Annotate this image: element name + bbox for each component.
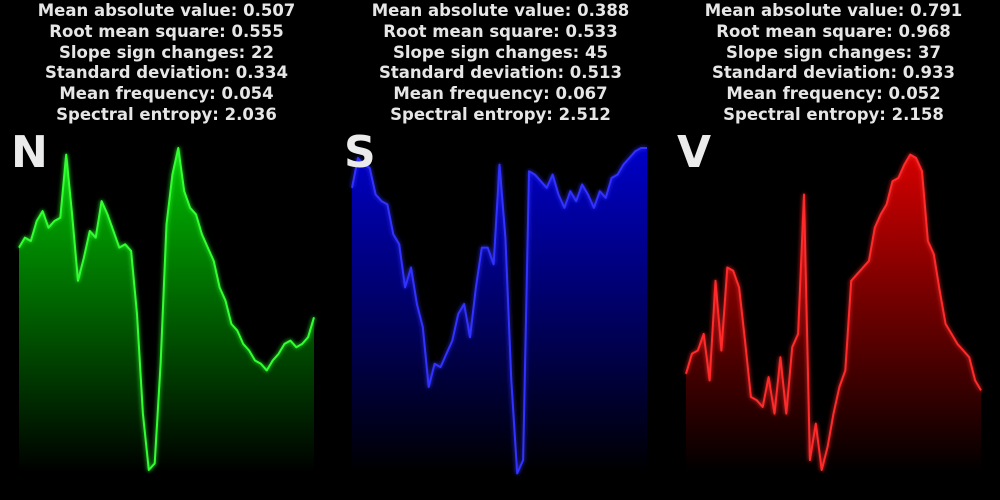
signal-area — [686, 154, 981, 472]
signal-line — [351, 147, 647, 475]
stat-value: 0.054 — [221, 84, 274, 104]
signal-area — [19, 148, 314, 472]
stat-value: 2.512 — [558, 104, 611, 124]
stat-label: Root mean square — [49, 21, 220, 41]
stat-line: Spectral entropy: 2.512 — [390, 104, 611, 124]
stat-value: 0.334 — [235, 63, 288, 83]
stat-value: 0.555 — [231, 21, 284, 41]
stat-label: Mean frequency — [726, 84, 877, 104]
signal-panel-v — [685, 153, 982, 472]
stat-line: Standard deviation: 0.513 — [378, 63, 622, 83]
stat-label: Standard deviation — [378, 63, 558, 83]
stat-value: 2.158 — [891, 104, 944, 124]
panel-label-n: N — [11, 127, 48, 178]
stat-line: Spectral entropy: 2.158 — [723, 104, 944, 124]
stat-value: 0.513 — [569, 63, 622, 83]
signal-panel-s — [351, 147, 647, 475]
stat-value: 0.052 — [888, 84, 941, 104]
stat-label: Slope sign changes — [393, 42, 573, 62]
stat-label: Mean absolute value — [37, 1, 231, 20]
stat-line: Standard deviation: 0.933 — [711, 63, 955, 83]
stat-line: Mean absolute value: 0.507 — [37, 1, 296, 20]
stat-label: Slope sign changes — [59, 42, 239, 62]
signal-line — [18, 147, 315, 471]
stat-line: Standard deviation: 0.334 — [44, 63, 288, 83]
stat-line: Mean frequency: 0.052 — [726, 84, 941, 104]
stat-label: Slope sign changes — [726, 42, 906, 62]
signal-line — [685, 153, 982, 471]
stat-label: Mean absolute value — [371, 1, 565, 20]
stat-line: Mean absolute value: 0.791 — [704, 1, 963, 20]
stat-label: Spectral entropy — [723, 104, 880, 124]
stat-label: Standard deviation — [711, 63, 891, 83]
stat-value: 45 — [585, 42, 608, 62]
stat-label: Mean frequency — [393, 84, 544, 104]
panel-label-v: V — [677, 127, 712, 178]
stat-line: Mean frequency: 0.067 — [393, 84, 608, 104]
stat-value: 0.067 — [555, 84, 608, 104]
stat-value: 0.533 — [565, 21, 618, 41]
stat-line: Slope sign changes: 37 — [726, 42, 941, 62]
stat-value: 0.933 — [902, 63, 955, 83]
stat-value: 0.791 — [910, 1, 963, 20]
stat-label: Root mean square — [716, 21, 887, 41]
stat-label: Spectral entropy — [390, 104, 547, 124]
stats-block-s: Mean absolute value: 0.388 Root mean squ… — [334, 1, 667, 126]
stat-value: 22 — [251, 42, 274, 62]
stats-block-v: Mean absolute value: 0.791 Root mean squ… — [667, 1, 1000, 126]
stat-label: Spectral entropy — [56, 104, 213, 124]
stat-line: Root mean square: 0.555 — [49, 21, 284, 41]
stat-label: Standard deviation — [44, 63, 224, 83]
panel-label-s: S — [344, 127, 376, 178]
stat-line: Mean frequency: 0.054 — [59, 84, 274, 104]
signal-area — [352, 148, 647, 474]
stat-line: Spectral entropy: 2.036 — [56, 104, 277, 124]
stats-block-n: Mean absolute value: 0.507 Root mean squ… — [0, 1, 333, 126]
stat-value: 37 — [918, 42, 941, 62]
stat-value: 2.036 — [224, 104, 277, 124]
stat-label: Mean absolute value — [704, 1, 898, 20]
stat-line: Slope sign changes: 45 — [393, 42, 608, 62]
signal-panel-n — [18, 147, 315, 472]
stat-value: 0.507 — [243, 1, 296, 20]
stat-value: 0.388 — [577, 1, 630, 20]
stat-label: Mean frequency — [59, 84, 210, 104]
stat-line: Mean absolute value: 0.388 — [371, 1, 630, 20]
stat-line: Root mean square: 0.533 — [383, 21, 618, 41]
stat-line: Root mean square: 0.968 — [716, 21, 951, 41]
stat-value: 0.968 — [898, 21, 951, 41]
stat-label: Root mean square — [383, 21, 554, 41]
stat-line: Slope sign changes: 22 — [59, 42, 274, 62]
